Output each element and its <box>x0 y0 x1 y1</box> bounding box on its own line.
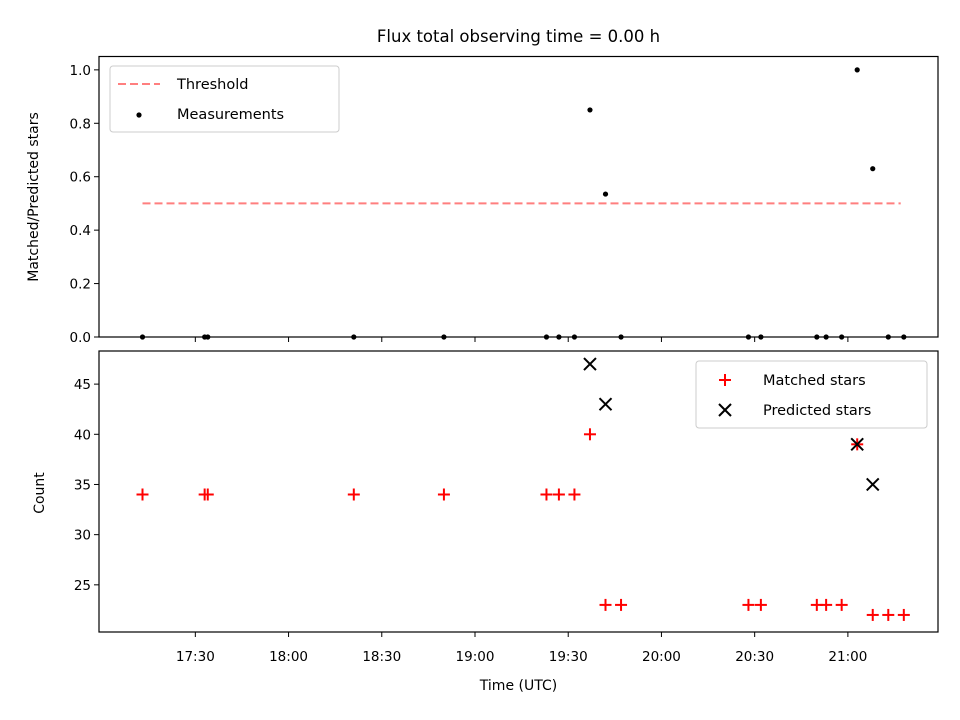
count-plot-area <box>136 357 910 621</box>
ratio-y-tick-label: 1.0 <box>70 63 91 79</box>
predicted-legend-swatch <box>718 403 732 417</box>
time-x-axis-label: Time (UTC) <box>479 678 557 694</box>
count-y-axis: 25 30 35 40 45 <box>74 377 99 594</box>
predicted-star-point <box>583 357 597 371</box>
time-x-tick-label: 18:00 <box>269 649 308 665</box>
matched-star-point <box>599 598 612 611</box>
measurement-point <box>870 166 876 172</box>
count-panel: 25 30 35 40 45 17:30 18:00 18:30 19:00 19:30 20:0… <box>32 350 939 694</box>
matched-star-point <box>201 488 214 501</box>
predicted-star-point <box>866 477 880 492</box>
ratio-y-tick-label: 0.6 <box>70 170 91 186</box>
count-y-tick-label: 40 <box>74 427 91 443</box>
ratio-y-tick-label: 0.0 <box>70 330 91 346</box>
ratio-panel-frame <box>98 55 939 338</box>
ratio-x-axis-ticks <box>194 337 849 342</box>
matched-star-point <box>882 608 895 621</box>
matched-star-point <box>615 598 628 611</box>
measurement-point <box>587 107 593 113</box>
ratio-panel: 0.0 0.2 0.4 0.6 0.8 1.0 Matched/Predicted sta… <box>26 55 939 346</box>
matched-star-point <box>540 488 553 501</box>
chart-title: Flux total observing time = 0.00 h <box>377 27 660 46</box>
threshold-legend-label: Threshold <box>176 77 248 93</box>
count-y-tick-label: 35 <box>74 477 91 493</box>
measurements-legend-swatch <box>136 112 142 118</box>
time-x-tick-label: 20:00 <box>642 649 681 665</box>
predicted-star-point <box>850 437 864 452</box>
time-x-tick-label: 20:30 <box>735 649 774 665</box>
matched-star-point <box>347 488 360 501</box>
time-x-tick-label: 18:30 <box>362 649 401 665</box>
matched-star-point <box>583 428 596 441</box>
count-legend: Matched stars Predicted stars <box>695 360 928 429</box>
measurement-point <box>602 191 609 197</box>
predicted-legend-label: Predicted stars <box>763 403 871 419</box>
matched-star-point <box>820 598 833 611</box>
matched-star-point <box>136 488 149 501</box>
ratio-legend-box <box>109 65 340 133</box>
count-y-tick-label: 25 <box>74 578 91 594</box>
count-y-axis-label: Count <box>32 472 48 514</box>
ratio-y-tick-label: 0.2 <box>70 277 91 293</box>
matched-star-point <box>835 598 848 611</box>
ratio-y-axis-label: Matched/Predicted stars <box>26 112 42 282</box>
matched-star-point <box>866 608 879 621</box>
matched-legend-label: Matched stars <box>763 373 866 389</box>
matched-star-point <box>754 598 767 611</box>
count-y-tick-label: 45 <box>74 377 91 393</box>
time-x-tick-label: 17:30 <box>176 649 215 665</box>
matched-star-point <box>897 608 910 621</box>
time-x-axis: 17:30 18:00 18:30 19:00 19:30 20:00 20:30 21:00 <box>176 632 867 665</box>
matched-star-point <box>742 598 755 611</box>
count-y-tick-label: 30 <box>74 528 91 544</box>
time-x-tick-label: 21:00 <box>828 649 867 665</box>
matched-star-point <box>568 488 581 501</box>
time-x-tick-label: 19:00 <box>456 649 495 665</box>
ratio-y-axis: 0.0 0.2 0.4 0.6 0.8 1.0 <box>70 63 99 346</box>
ratio-legend: Threshold Measurements <box>109 65 340 133</box>
matched-legend-swatch <box>719 374 731 386</box>
matched-star-point <box>437 488 450 501</box>
ratio-y-tick-label: 0.4 <box>70 223 91 239</box>
measurements-legend-label: Measurements <box>177 107 284 123</box>
measurement-point <box>854 67 860 73</box>
predicted-star-point <box>598 397 613 411</box>
count-legend-box <box>695 360 928 429</box>
time-x-tick-label: 19:30 <box>549 649 588 665</box>
count-panel-frame <box>98 350 939 633</box>
matched-star-point <box>552 488 565 501</box>
ratio-y-tick-label: 0.8 <box>70 116 91 132</box>
